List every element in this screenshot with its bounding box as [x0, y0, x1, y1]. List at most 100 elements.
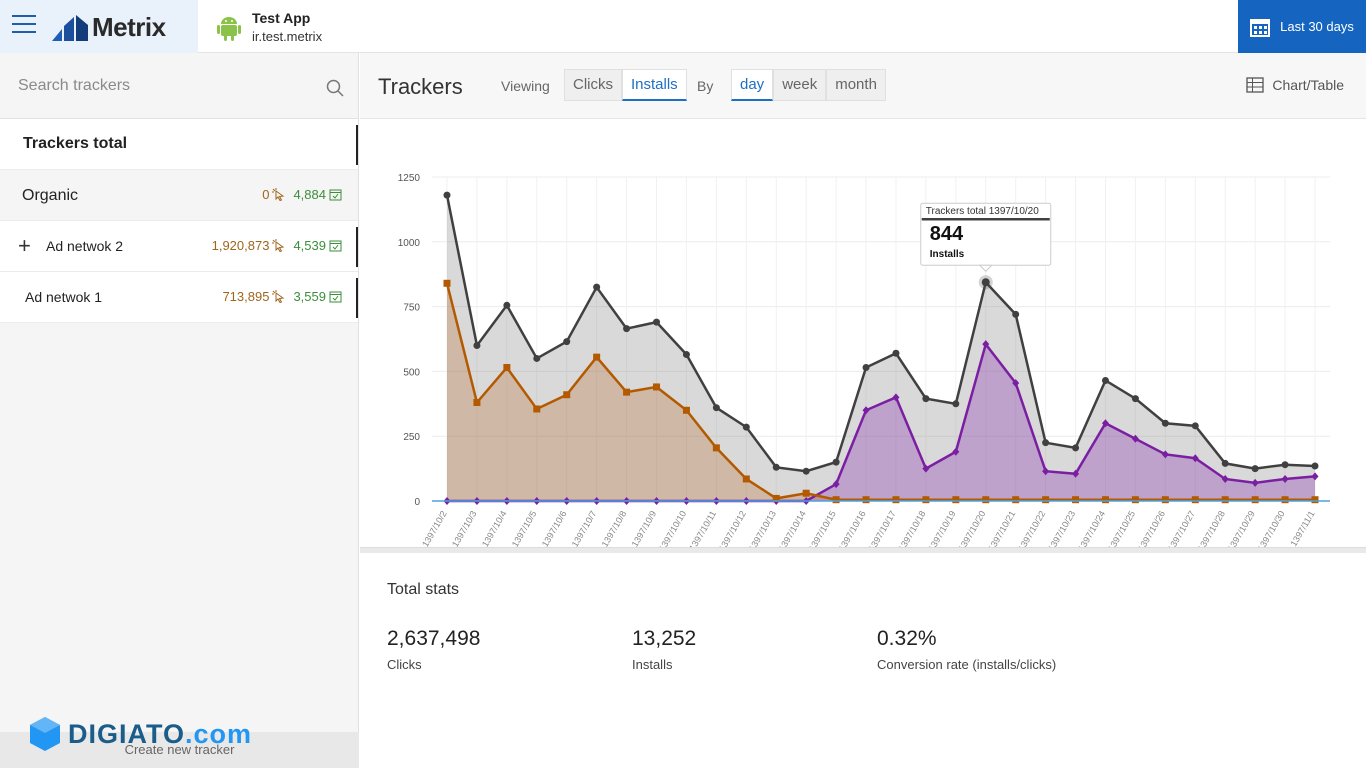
data-point: [623, 325, 631, 333]
data-point: [832, 480, 840, 489]
click-icon: [272, 290, 285, 303]
data-point: [772, 463, 780, 471]
x-tick-label: 1397/11/1: [1288, 509, 1316, 547]
tracker-name: Organic: [22, 187, 79, 204]
tracker-clicks: 1,920,873: [211, 238, 270, 253]
expand-plus-icon[interactable]: +: [18, 233, 31, 258]
viewing-toggle: Clicks Installs: [564, 69, 687, 103]
data-point: [593, 283, 601, 291]
data-point: [1281, 496, 1289, 504]
x-tick-label: 1397/10/5: [510, 509, 539, 547]
x-tick-label: 1397/10/25: [1106, 509, 1137, 547]
app-selector[interactable]: Test App ir.test.metrix: [216, 10, 322, 44]
install-icon: [329, 189, 342, 201]
granularity-option-week[interactable]: week: [773, 69, 827, 101]
tracker-search: [0, 53, 358, 119]
data-point: [982, 496, 990, 504]
tooltip-metric: Installs: [930, 249, 965, 260]
data-point: [892, 496, 900, 504]
tracker-item-ad-netwok-2[interactable]: + Ad netwok 2 1,920,873 4,539: [0, 221, 358, 272]
data-point: [742, 475, 750, 483]
tracker-name: Ad netwok 2: [46, 238, 124, 254]
create-tracker-button[interactable]: Create new tracker: [0, 732, 359, 768]
stat-label: Installs: [632, 657, 673, 672]
date-range-label: Last 30 days: [1280, 19, 1354, 34]
x-tick-label: 1397/10/8: [600, 509, 629, 547]
x-tick-label: 1397/10/14: [777, 509, 808, 547]
viewing-option-clicks[interactable]: Clicks: [564, 69, 622, 101]
y-tick-label: 1000: [398, 238, 421, 249]
tracker-item-ad-netwok-1[interactable]: Ad netwok 1 713,895 3,559: [0, 272, 358, 323]
data-point: [802, 489, 810, 497]
series-line: [445, 282, 1315, 501]
stat-value: 0.32%: [877, 627, 937, 650]
granularity-toggle: day week month: [731, 69, 886, 103]
click-icon: [272, 188, 285, 201]
watermark-text: DIGIATO.com: [68, 718, 253, 749]
data-point: [653, 383, 661, 391]
data-point: [1191, 496, 1199, 504]
x-tick-label: 1397/10/2: [420, 509, 449, 547]
data-point: [473, 399, 481, 407]
table-icon: [1246, 77, 1265, 93]
tracker-item-total[interactable]: Trackers total: [0, 119, 358, 170]
data-point: [802, 467, 810, 475]
app-name: Test App: [252, 10, 311, 26]
selected-indicator: [356, 278, 358, 318]
granularity-option-month[interactable]: month: [826, 69, 886, 101]
data-point: [1221, 459, 1229, 467]
data-point: [533, 354, 541, 362]
data-point: [682, 406, 690, 414]
data-point: [503, 364, 511, 372]
y-tick-label: 750: [403, 303, 420, 314]
total-stats-row: 2,637,498 Clicks 13,252 Installs 0.32% C…: [387, 627, 1339, 672]
x-tick-label: 1397/10/20: [956, 509, 987, 547]
x-tick-label: 1397/10/11: [687, 509, 718, 547]
brand-area: Metrix: [0, 0, 198, 53]
install-icon: [329, 291, 342, 303]
search-icon[interactable]: [326, 79, 344, 97]
date-range-button[interactable]: Last 30 days: [1238, 0, 1366, 53]
main-panel: Trackers Viewing Clicks Installs By day …: [360, 53, 1366, 768]
app-package-id: ir.test.metrix: [252, 29, 323, 44]
x-tick-label: 1397/10/13: [747, 509, 778, 547]
total-stats: Total stats 2,637,498 Clicks 13,252 Inst…: [360, 553, 1366, 700]
data-point: [862, 406, 870, 415]
search-input[interactable]: [0, 53, 358, 118]
top-bar: Metrix Test App ir.test.metrix Last 30 d…: [0, 0, 1366, 53]
chart-table-label: Chart/Table: [1272, 77, 1344, 93]
chart-table-toggle[interactable]: Chart/Table: [1246, 77, 1344, 93]
tracker-item-organic[interactable]: Organic 0 4,884: [0, 170, 358, 221]
data-point: [832, 496, 840, 504]
menu-icon[interactable]: [12, 15, 36, 35]
x-tick-label: 1397/10/12: [717, 509, 748, 547]
logo[interactable]: Metrix: [52, 12, 166, 42]
tooltip-header: Trackers total 1397/10/20: [926, 206, 1039, 217]
data-point: [1251, 465, 1259, 473]
data-point: [623, 388, 631, 396]
logo-mark-icon: [52, 15, 88, 41]
total-stats-title: Total stats: [387, 581, 460, 598]
x-tick-label: 1397/10/26: [1136, 509, 1167, 547]
data-point: [892, 393, 900, 402]
data-point: [712, 444, 720, 452]
granularity-option-day[interactable]: day: [731, 69, 774, 101]
data-point: [1251, 478, 1259, 487]
data-point: [563, 338, 571, 346]
data-point: [1191, 454, 1199, 463]
data-point: [712, 404, 720, 412]
data-point: [1131, 496, 1139, 504]
x-tick-label: 1397/10/27: [1166, 509, 1197, 547]
by-label: By: [697, 78, 714, 94]
series-line: [445, 194, 1316, 473]
data-point: [1042, 467, 1050, 476]
viewing-option-installs[interactable]: Installs: [622, 69, 687, 101]
data-point: [982, 340, 990, 349]
data-point: [443, 191, 451, 199]
hover-point: [981, 278, 990, 287]
tracker-name: Ad netwok 1: [25, 289, 103, 305]
x-tick-label: 1397/10/7: [570, 509, 599, 547]
x-tick-label: 1397/10/4: [480, 509, 509, 547]
y-tick-label: 250: [403, 432, 420, 443]
